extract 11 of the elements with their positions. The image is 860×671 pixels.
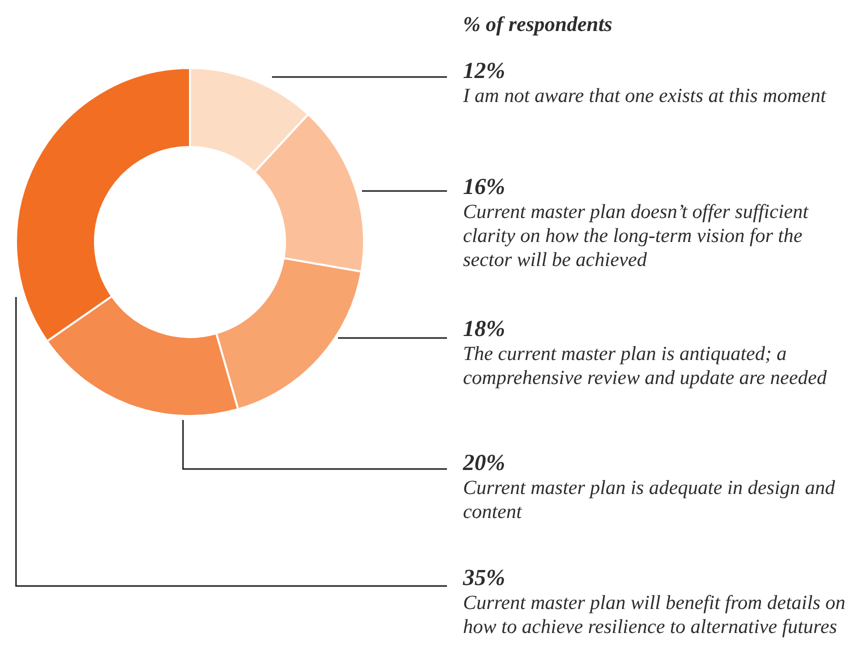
data-label: 12%: [463, 58, 506, 84]
chart-title: % of respondents: [463, 12, 612, 37]
slice-label: Current master plan doesn’t offer sufficient clarity on how the long-term vision for the sector will be achieved: [463, 200, 810, 272]
slice-label: Current master plan will benefit from details on how to achieve resilience to alternative futures: [463, 591, 846, 639]
slice-label: Current master plan is adequate in design and content: [463, 476, 836, 524]
slice-label: The current master plan is antiquated; a comprehensive review and update are needed: [463, 342, 828, 390]
data-label: 16%: [463, 174, 506, 200]
slice-label: I am not aware that one exists at this moment: [463, 84, 828, 108]
data-label: 35%: [463, 565, 506, 591]
data-label: 18%: [463, 316, 506, 342]
data-label: 20%: [463, 450, 506, 476]
